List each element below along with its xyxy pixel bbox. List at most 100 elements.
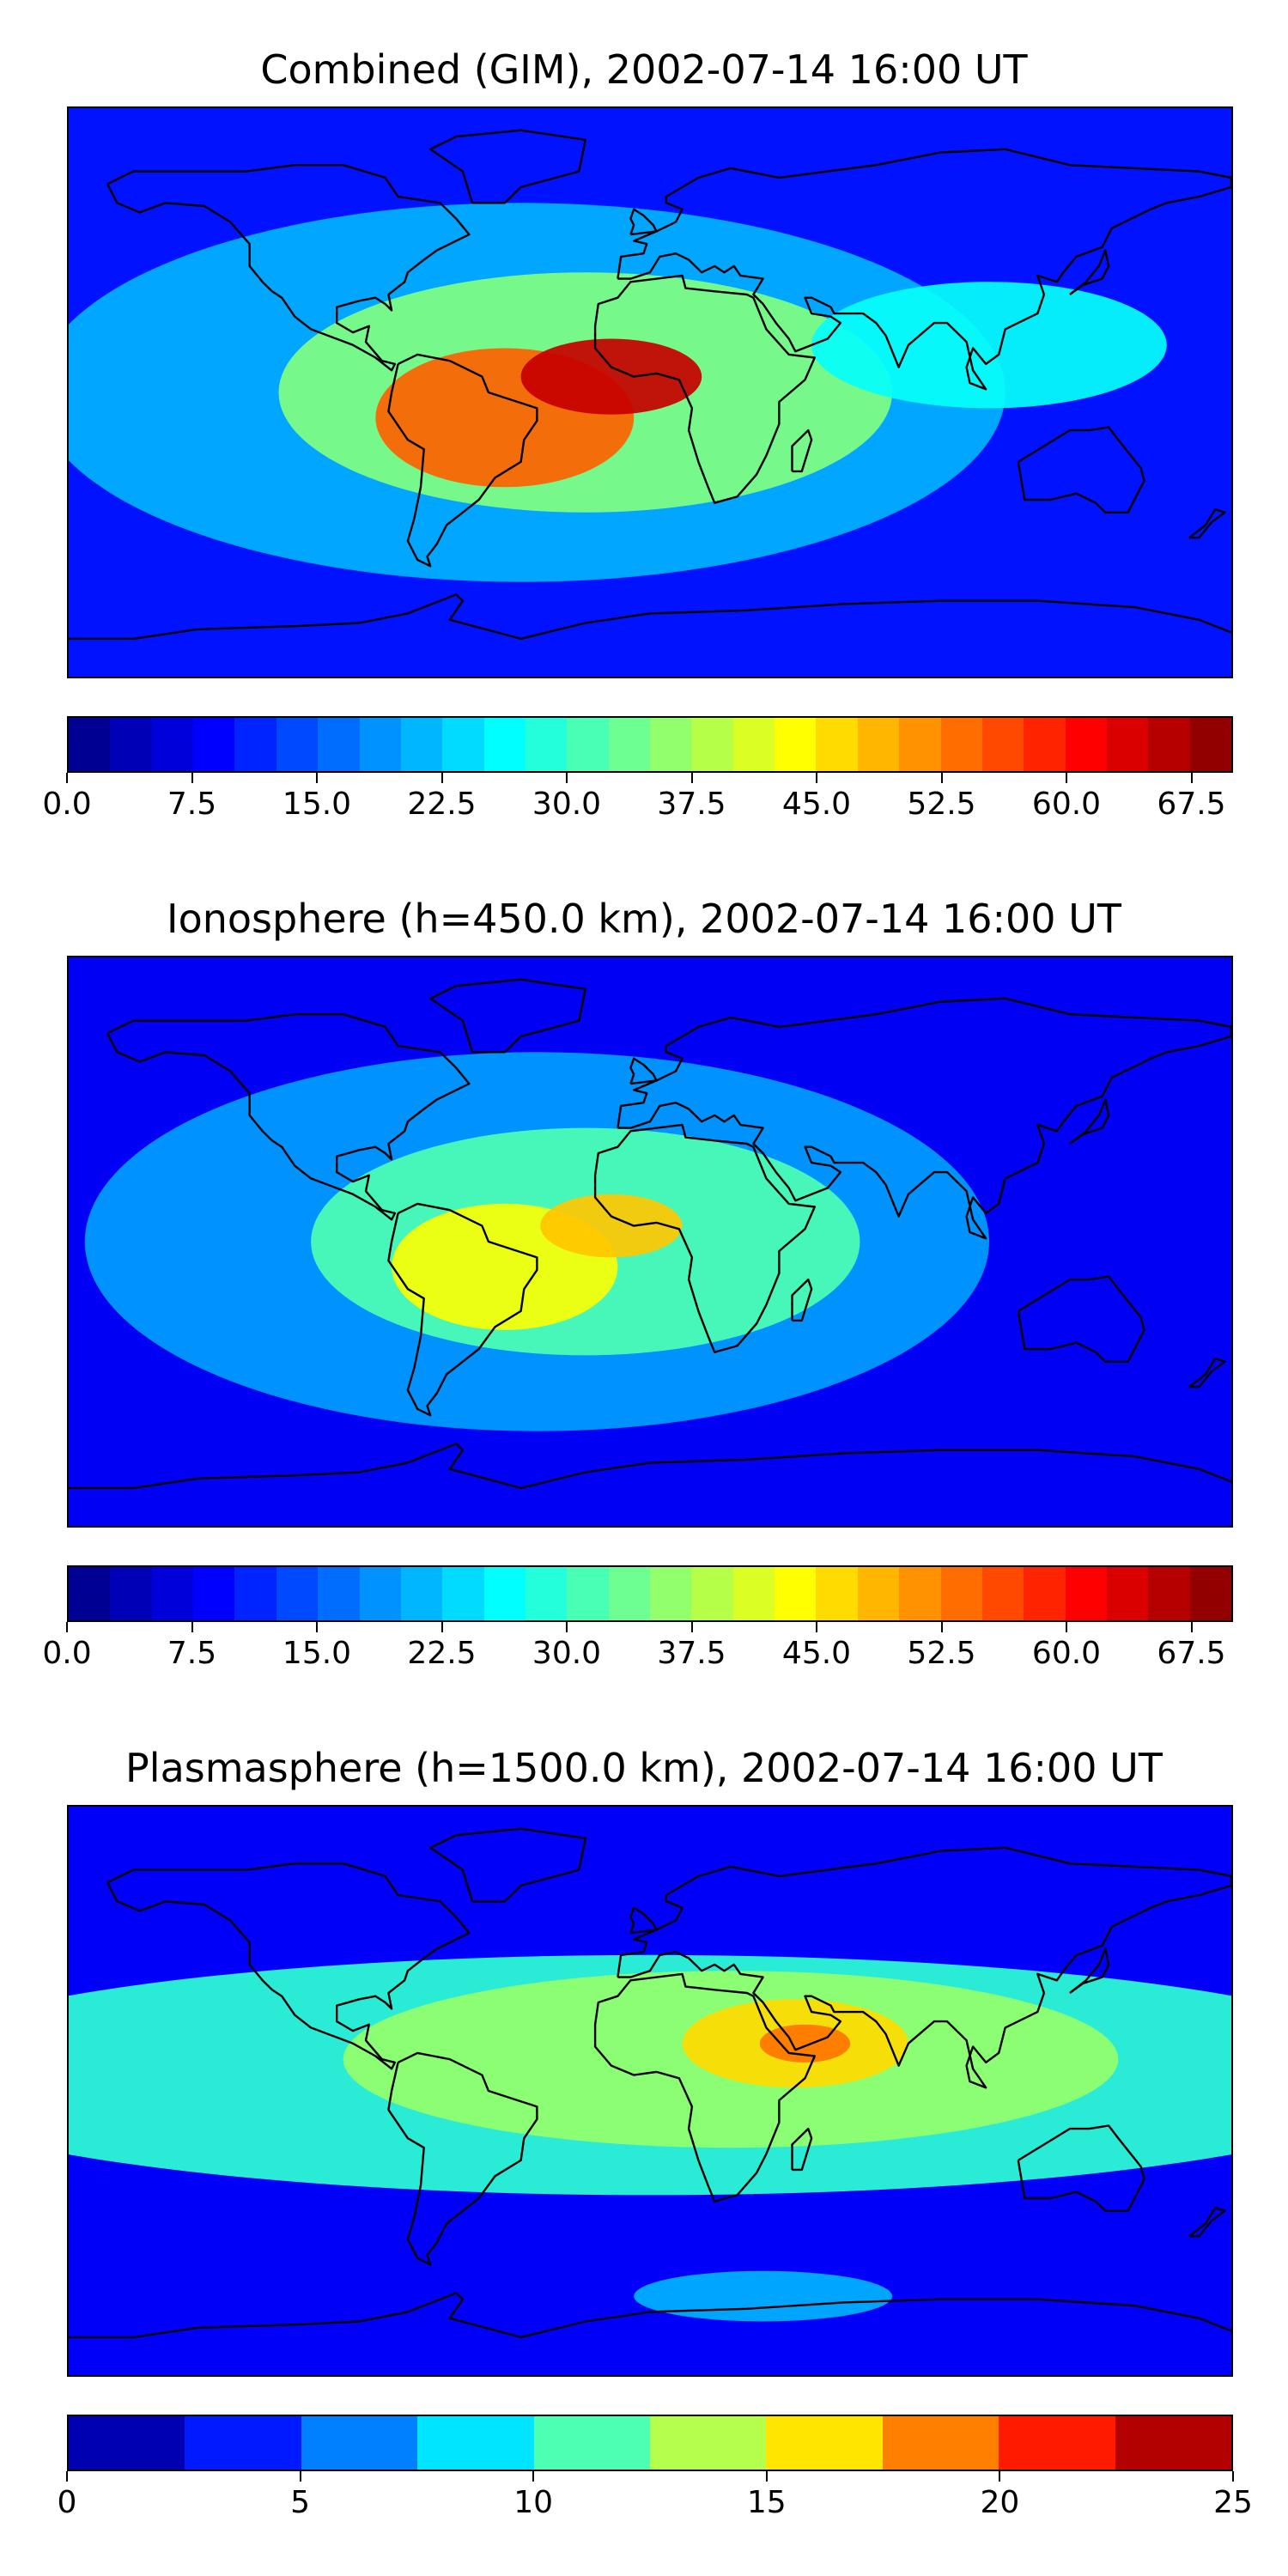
colorbar-level-25 — [1106, 718, 1149, 771]
coastline-africa — [593, 1123, 816, 1353]
colorbar-tick-label: 7.5 — [167, 1636, 217, 1671]
colorbar-level-15 — [691, 1567, 733, 1620]
colorbar-tick-mark — [940, 773, 943, 783]
colorbar-tick-mark — [1066, 773, 1067, 783]
field-layer — [69, 957, 1231, 1526]
colorbar-tick-label: 25 — [1213, 2485, 1253, 2520]
colorbar-level-24 — [1065, 1567, 1107, 1620]
coastline-nz — [1188, 1357, 1226, 1388]
colorbar-level-17 — [775, 1567, 817, 1620]
coastline-eurasia — [617, 997, 1231, 1240]
colorbar-level-26 — [1148, 1567, 1190, 1620]
colorbar-level-19 — [857, 1567, 900, 1620]
coastline-africa — [593, 1972, 816, 2202]
colorbar-tick-mark — [316, 773, 318, 783]
colorbar-tick-mark — [1190, 1622, 1193, 1632]
colorbar-tick-mark — [191, 773, 193, 783]
coastline-layer — [69, 129, 1231, 641]
colorbar-level-8 — [400, 718, 443, 771]
coastline-greenland — [429, 129, 586, 204]
coastline-layer — [69, 978, 1231, 1490]
colorbar-tick-label: 22.5 — [407, 787, 477, 822]
coastline-namerica — [106, 1013, 471, 1221]
colorbar-level-4 — [234, 718, 276, 771]
colorbar-tick-mark — [999, 2471, 1001, 2482]
map-svg — [69, 1807, 1231, 2375]
colorbar-level-21 — [940, 718, 982, 771]
colorbar-level-22 — [981, 718, 1024, 771]
colorbar-level-6 — [318, 1567, 360, 1620]
colorbar-plasmasphere — [67, 2415, 1233, 2471]
coastline-greenland — [429, 978, 586, 1054]
colorbar-ticks: 0.0 7.5 15.0 22.5 30.0 37.5 45.0 52.5 60.0 67.5 — [42, 773, 1233, 824]
coastline-australia — [1017, 2124, 1145, 2212]
colorbar-level-27 — [1189, 718, 1231, 771]
colorbar-tick-label: 60.0 — [1031, 787, 1102, 822]
colorbar-level-20 — [899, 1567, 941, 1620]
coastline-samerica — [387, 2051, 538, 2266]
colorbar-tick-label: 10 — [513, 2485, 554, 2520]
coastline-antarctica — [69, 1443, 1231, 1490]
colorbar-tick-label: 5 — [290, 2485, 311, 2520]
coastline-samerica — [387, 1202, 538, 1417]
colorbar-tick-label: 52.5 — [907, 787, 976, 822]
coastline-eurasia — [617, 1846, 1231, 2089]
colorbar-tick-mark — [1066, 1622, 1067, 1632]
colorbar-tick-label: 67.5 — [1157, 1636, 1226, 1671]
colorbar-tick-label: 0.0 — [42, 787, 92, 822]
colorbar-level-24 — [1065, 718, 1107, 771]
colorbar-tick-label: 45.0 — [781, 1636, 852, 1671]
colorbar-tick-label: 30.0 — [532, 787, 602, 822]
colorbar-level-15 — [691, 718, 733, 771]
chart-title: Combined (GIM), 2002-07-14 16:00 UT — [260, 46, 1028, 93]
colorbar-level-23 — [1024, 718, 1066, 771]
colorbar-level-3 — [193, 718, 235, 771]
colorbar-tick-mark — [440, 773, 443, 783]
colorbar-tick-label: 30.0 — [532, 1636, 602, 1671]
colorbar-level-16 — [732, 1567, 775, 1620]
map-plasmasphere — [67, 1805, 1233, 2377]
colorbar-level-11 — [525, 1567, 568, 1620]
colorbar-level-5 — [650, 2416, 767, 2470]
colorbar-level-6 — [318, 718, 360, 771]
colorbar-level-8 — [999, 2416, 1115, 2470]
colorbar-level-6 — [766, 2416, 883, 2470]
field-contour-4 — [811, 282, 1167, 409]
colorbar-tick-label: 22.5 — [407, 1636, 477, 1671]
colorbar-level-19 — [857, 718, 900, 771]
colorbar-level-16 — [732, 718, 775, 771]
colorbar-level-2 — [151, 718, 194, 771]
colorbar-level-4 — [234, 1567, 276, 1620]
field-contour-3 — [520, 338, 702, 415]
coastline-australia — [1017, 1275, 1145, 1363]
coastline-namerica — [106, 164, 471, 372]
chart-title: Plasmasphere (h=1500.0 km), 2002-07-14 1… — [125, 1745, 1163, 1791]
coastline-japan — [1069, 1098, 1110, 1145]
colorbar-level-10 — [483, 718, 526, 771]
colorbar-tick-label: 0 — [57, 2485, 77, 2520]
colorbar-level-22 — [981, 1567, 1024, 1620]
coastline-gb — [629, 1906, 658, 1935]
colorbar-tick-mark — [440, 1622, 443, 1632]
field-contour-4 — [634, 2270, 892, 2322]
coastline-madagascar — [791, 1278, 813, 1322]
colorbar-tick-mark — [66, 1622, 68, 1632]
colorbar-tick-mark — [940, 1622, 943, 1632]
map-combined — [67, 106, 1233, 678]
colorbar-level-12 — [567, 1567, 609, 1620]
colorbar-level-3 — [417, 2416, 534, 2470]
coastline-australia — [1017, 426, 1145, 513]
colorbar-level-8 — [400, 1567, 443, 1620]
colorbar-level-23 — [1024, 1567, 1066, 1620]
colorbar-tick-mark — [532, 2471, 535, 2482]
colorbar-level-25 — [1106, 1567, 1149, 1620]
coastline-namerica — [106, 1862, 471, 2070]
colorbar-ticks: 0 5 10 15 20 25 — [58, 2471, 1253, 2523]
coastline-antarctica — [69, 2292, 1231, 2339]
colorbar-tick-mark — [690, 1622, 693, 1632]
colorbar-tick-label: 15 — [746, 2485, 787, 2520]
colorbar-level-1 — [110, 718, 152, 771]
coastline-antarctica — [69, 593, 1231, 641]
coastline-nz — [1188, 2206, 1226, 2238]
colorbar-tick-label: 52.5 — [907, 1636, 976, 1671]
